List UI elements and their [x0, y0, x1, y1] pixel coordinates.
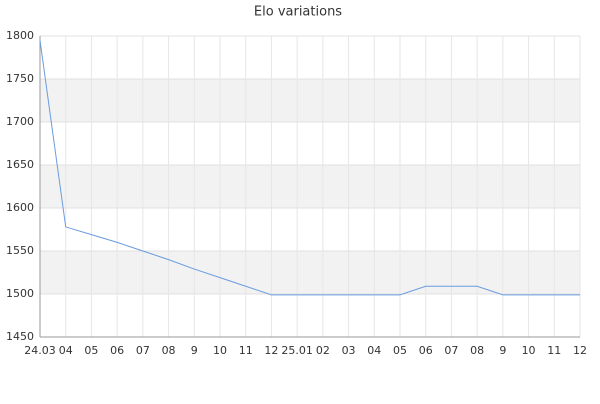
x-tick-label: 9 [191, 344, 198, 357]
chart-title: Elo variations [254, 5, 342, 20]
x-tick-label: 11 [547, 344, 561, 357]
x-tick-label: 08 [162, 344, 176, 357]
x-tick-label: 04 [367, 344, 381, 357]
y-tick-label: 1600 [6, 201, 34, 214]
y-tick-label: 1700 [6, 115, 34, 128]
x-tick-label: 12 [264, 344, 278, 357]
x-tick-label: 07 [136, 344, 150, 357]
x-tick-label: 03 [342, 344, 356, 357]
y-tick-label: 1750 [6, 72, 34, 85]
y-tick-label: 1500 [6, 287, 34, 300]
x-tick-label: 12 [573, 344, 587, 357]
x-tick-label: 10 [522, 344, 536, 357]
x-tick-label: 04 [59, 344, 73, 357]
x-tick-label: 05 [393, 344, 407, 357]
grid-band [40, 165, 580, 208]
x-tick-label: 02 [316, 344, 330, 357]
grid-band [40, 251, 580, 294]
y-tick-label: 1450 [6, 330, 34, 343]
x-tick-label: 25.01 [281, 344, 313, 357]
data-line [39, 40, 580, 296]
x-tick-label: 9 [499, 344, 506, 357]
x-tick-label: 06 [419, 344, 433, 357]
x-tick-label: 08 [470, 344, 484, 357]
x-tick-label: 06 [110, 344, 124, 357]
x-tick-label: 05 [84, 344, 98, 357]
y-tick-label: 1800 [6, 29, 34, 42]
grid-band [40, 79, 580, 122]
x-tick-label: 10 [213, 344, 227, 357]
y-tick-label: 1650 [6, 158, 34, 171]
x-tick-label: 11 [239, 344, 253, 357]
x-tick-label: 24.03 [24, 344, 56, 357]
x-tick-label: 07 [444, 344, 458, 357]
y-tick-label: 1550 [6, 244, 34, 257]
